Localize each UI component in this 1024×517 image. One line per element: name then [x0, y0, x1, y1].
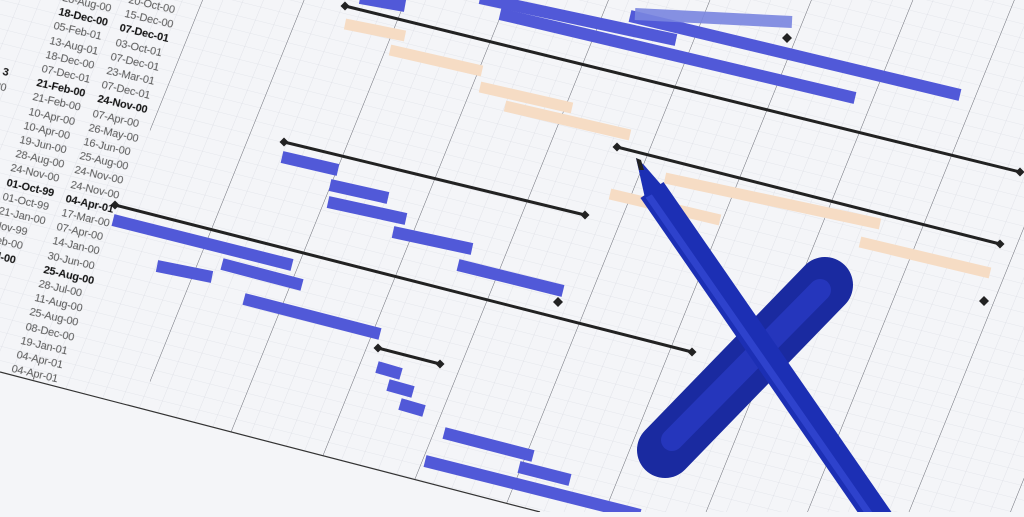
task-bar: [635, 14, 792, 22]
task-bar: [388, 385, 413, 392]
task-bar: [400, 404, 424, 411]
task-bar: [360, 0, 405, 6]
task-bar: [377, 367, 401, 374]
